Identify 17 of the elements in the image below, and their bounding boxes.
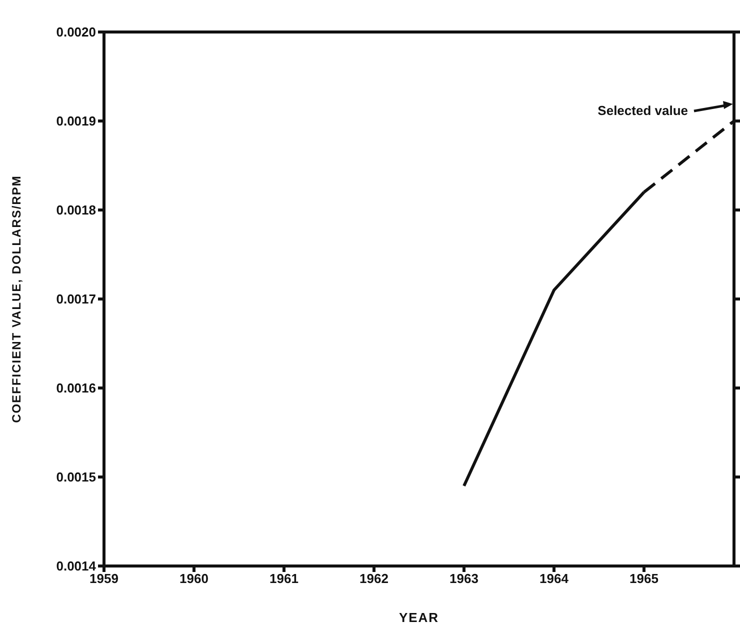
x-tick-label: 1960 — [180, 571, 208, 586]
y-tick-label: 0.0019 — [56, 114, 96, 129]
annotation: Selected value — [598, 103, 688, 118]
x-tick-label: 1965 — [630, 571, 658, 586]
y-tick-label: 0.0015 — [56, 470, 96, 485]
x-axis-title: YEAR — [398, 610, 440, 625]
x-tick-label: 1962 — [360, 571, 388, 586]
x-tick-label: 1964 — [540, 571, 570, 586]
x-tick-label: 1963 — [450, 571, 478, 586]
y-tick-label: 0.0016 — [56, 380, 96, 396]
x-tick-label: 1959 — [90, 571, 118, 586]
y-tick-label: 0.0018 — [56, 202, 96, 218]
y-axis-title: COEFFICIENT VALUE, DOLLARS/RPM — [9, 175, 24, 423]
y-tick-label: 0.0014 — [56, 558, 97, 574]
x-tick-label: 1961 — [270, 571, 298, 586]
y-tick-label: 0.0017 — [56, 292, 96, 307]
y-tick-label: 0.0020 — [56, 24, 96, 40]
